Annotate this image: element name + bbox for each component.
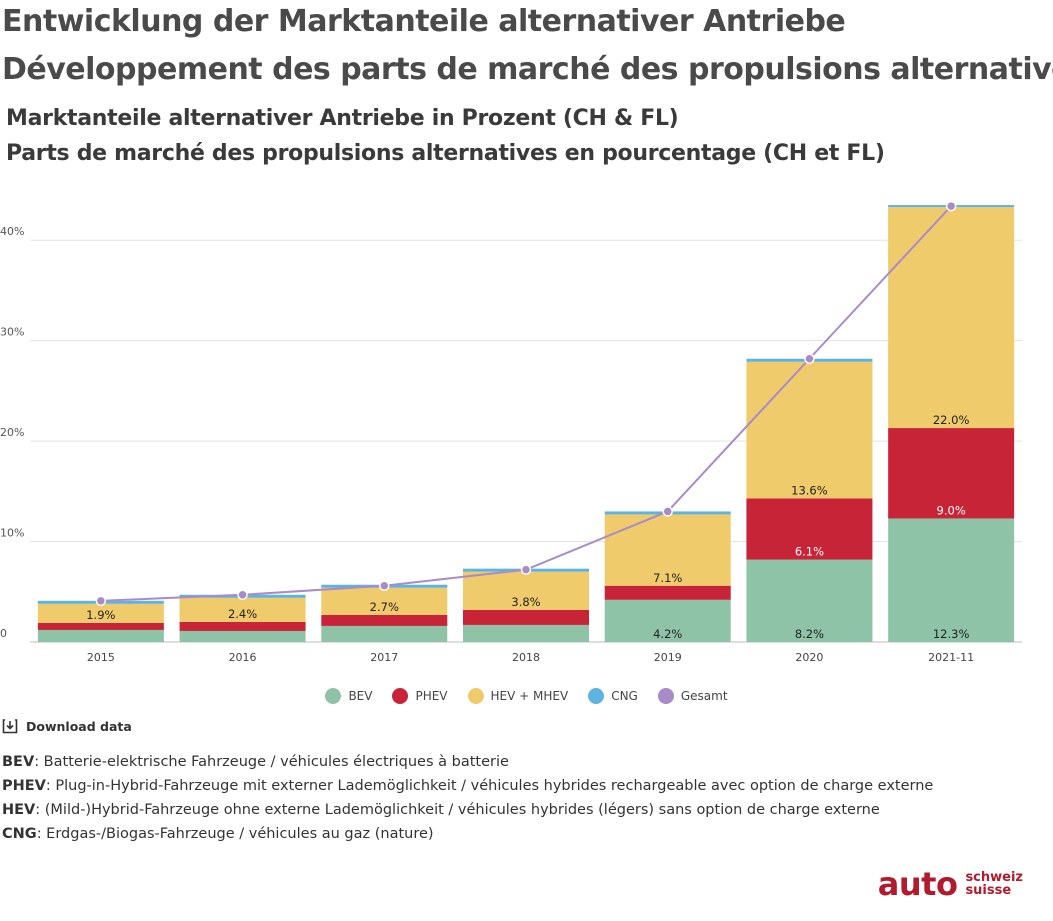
y-tick-label: 0 <box>0 627 7 640</box>
x-tick-label: 2016 <box>229 651 257 664</box>
bar-phev-2021-11 <box>888 428 1015 519</box>
x-tick-label: 2015 <box>87 651 115 664</box>
x-tick-label: 2021-11 <box>928 651 974 664</box>
legend-swatch <box>392 688 409 704</box>
auto-schweiz-logo: auto schweiz suisse <box>878 868 1023 900</box>
data-label: 2.7% <box>370 600 399 614</box>
bar-hev-mhev-2020 <box>746 361 873 499</box>
data-label: 2.4% <box>228 607 257 621</box>
total-point-2019 <box>662 506 673 517</box>
bar-hev-mhev-2019 <box>604 514 731 586</box>
abbreviation-notes: BEV: Batterie-elektrische Fahrzeuge / vé… <box>2 750 933 846</box>
logo-main-text: auto <box>877 865 958 903</box>
download-data-button[interactable]: Download data <box>2 718 132 734</box>
logo-side-top: schweiz <box>965 870 1023 885</box>
stacked-bar-chart: 0 10% 20% 30% 40% 1.9% 2015 2.4% 2016 2.7% 2017 3.8… <box>0 200 1022 664</box>
y-tick-label: 30% <box>0 326 24 339</box>
note-phev: PHEV: Plug-in-Hybrid-Fahrzeuge mit exter… <box>2 774 933 798</box>
legend-label: PHEV <box>415 689 448 703</box>
legend-item-phev[interactable]: PHEV <box>392 688 448 704</box>
legend-swatch <box>325 688 342 704</box>
chart-title-de: Entwicklung der Marktanteile alternative… <box>2 4 846 39</box>
total-point-2021-11 <box>945 200 957 212</box>
data-label: 3.8% <box>511 595 540 609</box>
legend-item-bev[interactable]: BEV <box>325 688 372 704</box>
bar-hev-mhev-2015 <box>37 603 164 623</box>
note-hev: HEV: (Mild-)Hybrid-Fahrzeuge ohne extern… <box>2 798 933 822</box>
logo-side-bottom: suisse <box>965 883 1012 898</box>
download-icon <box>2 719 18 734</box>
note-text: : (Mild-)Hybrid-Fahrzeuge ohne externe L… <box>35 802 880 818</box>
legend-swatch <box>657 688 674 704</box>
data-label: 12.3% <box>933 627 970 641</box>
data-label: 4.2% <box>653 627 682 641</box>
data-label: 7.1% <box>653 571 682 585</box>
total-point-2015 <box>95 595 107 607</box>
total-point-2018 <box>520 564 532 575</box>
bar-bev-2017 <box>321 625 448 642</box>
note-term: BEV <box>2 754 35 770</box>
x-tick-label: 2018 <box>512 651 540 664</box>
bar-bev-2020 <box>746 559 873 642</box>
bar-phev-2019 <box>604 585 731 600</box>
bar-hev-mhev-2017 <box>321 587 448 615</box>
note-text: : Erdgas-/Biogas-Fahrzeuge / véhicules a… <box>36 826 434 842</box>
data-label: 1.9% <box>86 608 115 622</box>
data-label: 6.1% <box>795 545 824 559</box>
bar-phev-2015 <box>37 622 164 630</box>
bar-phev-2018 <box>463 609 589 625</box>
legend-label: BEV <box>348 689 373 703</box>
bar-bev-2018 <box>463 624 589 642</box>
legend-item-hev-mhev[interactable]: HEV + MHEV <box>467 688 569 704</box>
legend-label: HEV + MHEV <box>490 689 569 703</box>
chart-title-fr: Développement des parts de marché des pr… <box>2 52 1053 87</box>
data-label: 13.6% <box>791 483 828 497</box>
total-point-2016 <box>237 589 248 601</box>
bar-hev-mhev-2016 <box>179 597 306 622</box>
legend-label: CNG <box>611 689 638 703</box>
note-text: : Batterie-elektrische Fahrzeuge / véhic… <box>34 754 509 770</box>
bar-phev-2020 <box>746 498 873 560</box>
x-tick-label: 2019 <box>654 651 682 664</box>
total-point-2020 <box>804 353 815 364</box>
data-label: 9.0% <box>937 503 966 517</box>
note-cng: CNG: Erdgas-/Biogas-Fahrzeuge / véhicule… <box>2 822 933 846</box>
y-tick-label: 20% <box>0 426 24 439</box>
bar-bev-2019 <box>604 599 731 642</box>
bar-bev-2015 <box>37 629 164 642</box>
x-tick-label: 2017 <box>370 651 398 664</box>
note-text: : Plug-in-Hybrid-Fahrzeuge mit externer … <box>45 778 934 794</box>
download-data-label: Download data <box>26 718 132 734</box>
legend-swatch <box>588 688 605 704</box>
bar-phev-2017 <box>321 614 448 626</box>
legend-label: Gesamt <box>680 689 728 703</box>
note-bev: BEV: Batterie-elektrische Fahrzeuge / vé… <box>2 750 933 774</box>
legend-item-cng[interactable]: CNG <box>588 688 638 704</box>
logo-side-text: schweiz suisse <box>965 871 1023 897</box>
note-term: HEV <box>2 802 36 818</box>
legend-item-gesamt[interactable]: Gesamt <box>657 688 728 704</box>
chart-legend: BEV PHEV HEV + MHEV CNG Gesamt <box>0 688 1053 707</box>
x-tick-label: 2020 <box>795 651 823 664</box>
bar-hev-mhev-2018 <box>463 571 589 610</box>
y-tick-label: 40% <box>0 225 24 238</box>
note-term: PHEV <box>2 778 46 794</box>
total-point-2017 <box>379 580 390 592</box>
chart-subtitle-de: Marktanteile alternativer Antriebe in Pr… <box>6 106 679 131</box>
data-label: 8.2% <box>795 627 824 641</box>
bar-hev-mhev-2021-11 <box>888 207 1015 429</box>
data-label: 22.0% <box>933 413 970 427</box>
y-tick-label: 10% <box>0 527 24 540</box>
bar-bev-2016 <box>179 630 306 642</box>
bar-phev-2016 <box>179 621 306 631</box>
legend-swatch <box>467 688 484 704</box>
chart-subtitle-fr: Parts de marché des propulsions alternat… <box>6 141 885 166</box>
bar-bev-2021-11 <box>888 518 1015 642</box>
note-term: CNG <box>2 826 37 842</box>
